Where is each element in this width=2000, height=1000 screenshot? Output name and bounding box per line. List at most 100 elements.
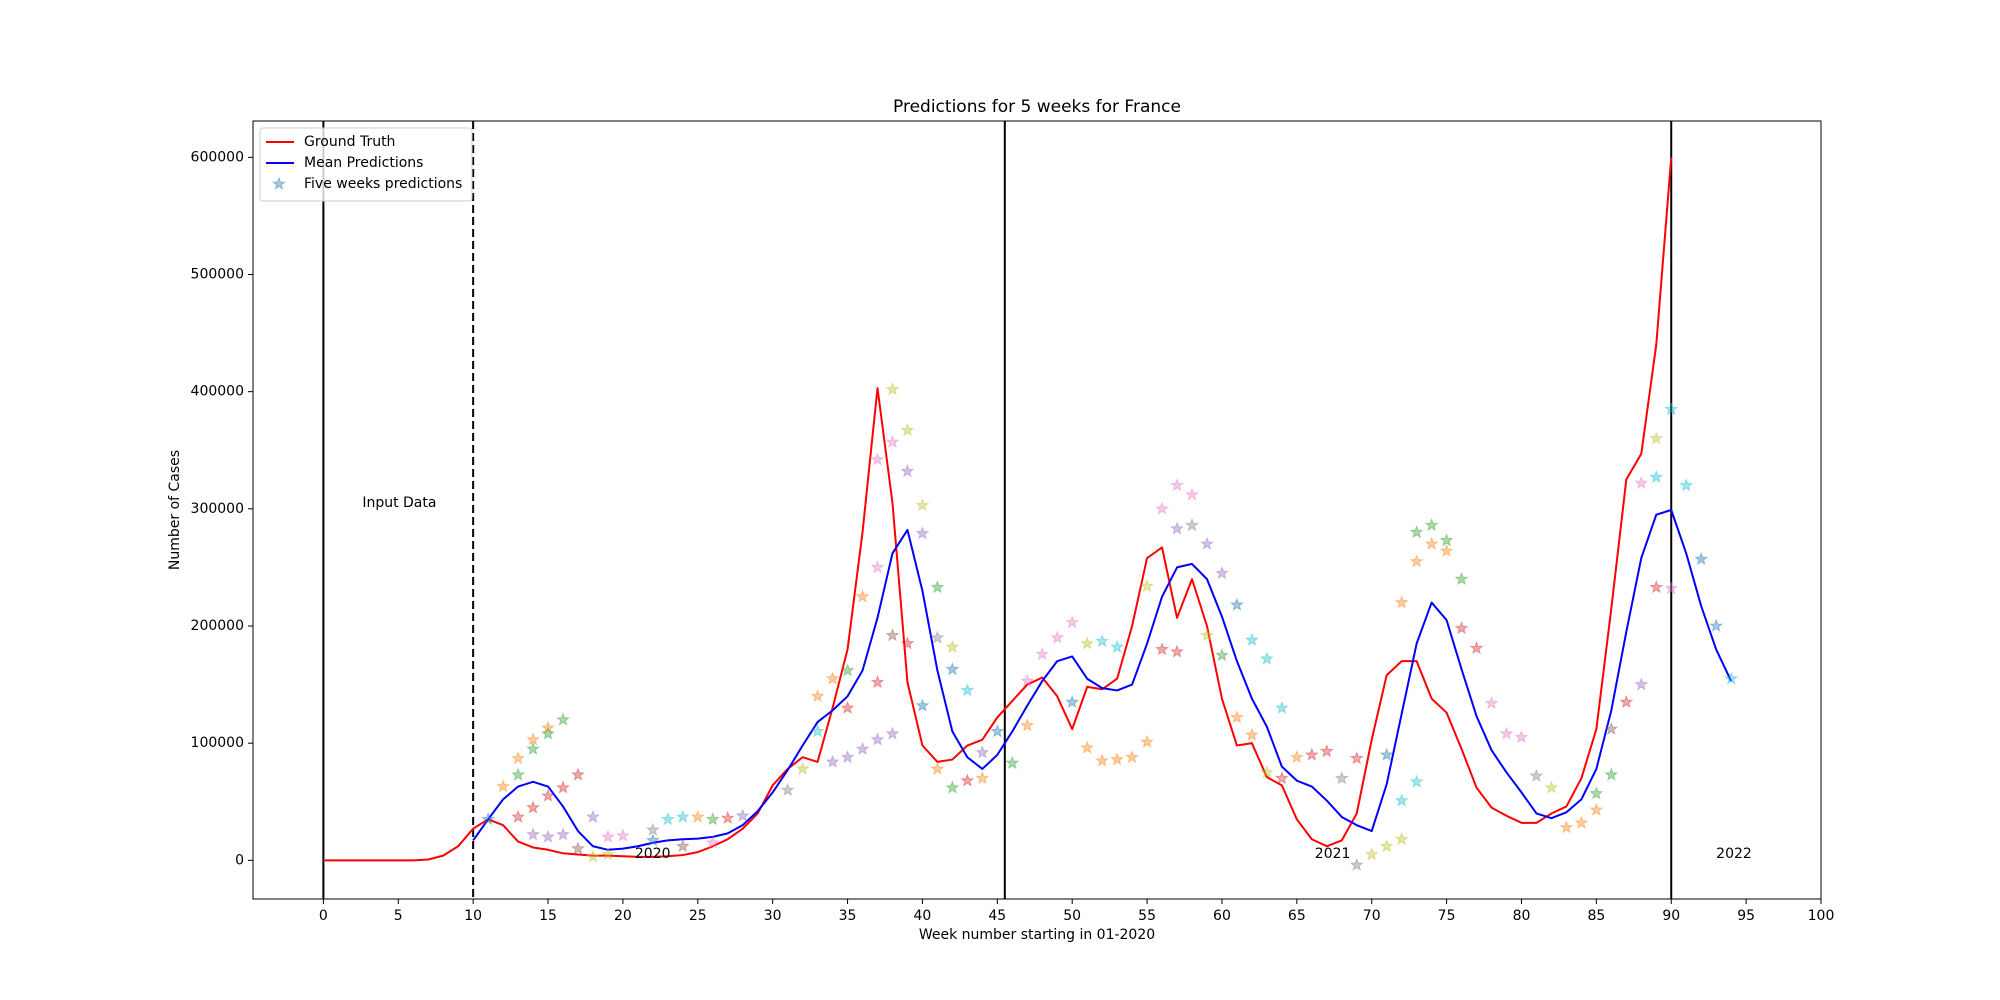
x-tick-label: 10	[464, 908, 482, 924]
star-point	[885, 381, 900, 396]
star-point	[1589, 802, 1604, 816]
star-point	[1020, 718, 1035, 732]
star-point	[555, 827, 571, 841]
star-point	[1334, 770, 1349, 785]
star-point	[645, 822, 660, 836]
star-point	[1664, 401, 1679, 416]
plot-frame	[252, 120, 1822, 900]
star-point	[960, 773, 975, 787]
star-point	[1409, 524, 1424, 539]
series-line	[472, 509, 1733, 851]
y-tick-label: 600000	[191, 149, 244, 165]
star-point	[585, 849, 601, 863]
star-point	[1499, 726, 1514, 740]
star-point	[1469, 640, 1484, 655]
legend-frame	[259, 127, 473, 202]
star-point	[840, 749, 855, 764]
star-point	[1005, 755, 1020, 770]
x-tick-label: 0	[319, 908, 328, 924]
legend-label: Mean Predictions	[304, 155, 423, 171]
star-point	[855, 741, 870, 756]
y-tick-label: 0	[235, 852, 244, 868]
star-point	[1424, 517, 1439, 532]
star-point	[1065, 694, 1080, 709]
star-point	[496, 779, 511, 793]
star-point	[1169, 477, 1185, 492]
star-point	[511, 809, 526, 823]
star-point	[885, 434, 900, 449]
star-point	[1589, 786, 1604, 800]
y-tick-label: 300000	[191, 501, 244, 517]
star-point	[1169, 644, 1185, 658]
x-tick-label: 50	[1063, 908, 1081, 924]
star-point	[720, 810, 735, 825]
star-point	[585, 809, 601, 823]
y-tick-label: 200000	[191, 618, 244, 634]
y-tick-label: 500000	[191, 266, 244, 282]
star-point	[1379, 838, 1394, 853]
series-line	[323, 157, 1673, 862]
star-point	[1349, 750, 1364, 765]
star-point	[945, 780, 960, 794]
star-point	[1409, 554, 1424, 568]
star-point	[1095, 753, 1110, 767]
star-point	[1604, 767, 1619, 781]
star-point	[1199, 536, 1215, 550]
star-point	[1544, 780, 1559, 794]
star-point	[511, 750, 526, 765]
star-point	[1154, 642, 1170, 656]
star-point	[511, 767, 526, 781]
legend-label: Ground Truth	[304, 134, 395, 150]
star-point	[1020, 673, 1035, 688]
star-point	[1664, 581, 1679, 595]
star-point	[870, 674, 885, 689]
x-tick-label: 25	[689, 908, 707, 924]
star-point	[1214, 647, 1230, 662]
star-point	[840, 663, 855, 677]
star-point	[705, 811, 720, 826]
star-point	[1364, 847, 1379, 861]
star-point	[570, 841, 586, 855]
star-point	[1604, 721, 1619, 736]
star-point	[1559, 820, 1574, 834]
star-point	[675, 838, 690, 853]
star-point	[1394, 595, 1409, 609]
star-point	[915, 525, 930, 540]
x-tick-label: 60	[1213, 908, 1231, 924]
star-point	[1349, 857, 1364, 872]
annotation: 2020	[635, 846, 671, 862]
legend: Ground Truth Mean Predictions Five weeks p…	[259, 127, 473, 202]
star-point	[525, 800, 541, 814]
star-point	[780, 782, 795, 797]
star-point	[795, 761, 810, 775]
y-tick-label: 100000	[191, 735, 244, 751]
x-axis-label: Week number starting in 01-2020	[919, 927, 1155, 943]
star-point	[525, 741, 541, 756]
star-point	[1110, 639, 1125, 654]
star-point	[1649, 469, 1664, 484]
star-point	[540, 726, 556, 740]
star-point	[990, 724, 1005, 738]
star-point	[1634, 475, 1649, 490]
x-tick-label: 95	[1737, 908, 1755, 924]
star-point	[975, 745, 990, 759]
star-point	[1154, 501, 1170, 515]
star-point	[960, 683, 975, 697]
star-point	[615, 828, 630, 842]
star-point	[1484, 695, 1499, 710]
x-tick-label: 20	[614, 908, 632, 924]
x-tick-label: 45	[988, 908, 1006, 924]
star-point	[900, 422, 915, 437]
annotation: 2021	[1315, 846, 1351, 862]
star-point	[1619, 694, 1634, 709]
x-tick-label: 85	[1587, 908, 1605, 924]
star-point	[975, 770, 990, 785]
star-point	[915, 698, 930, 712]
star-point	[1259, 765, 1274, 779]
star-point	[1274, 700, 1289, 715]
star-point	[600, 829, 615, 843]
x-tick-label: 55	[1138, 908, 1156, 924]
star-point	[1709, 618, 1724, 633]
star-point	[900, 463, 915, 478]
legend-marker	[271, 176, 287, 191]
